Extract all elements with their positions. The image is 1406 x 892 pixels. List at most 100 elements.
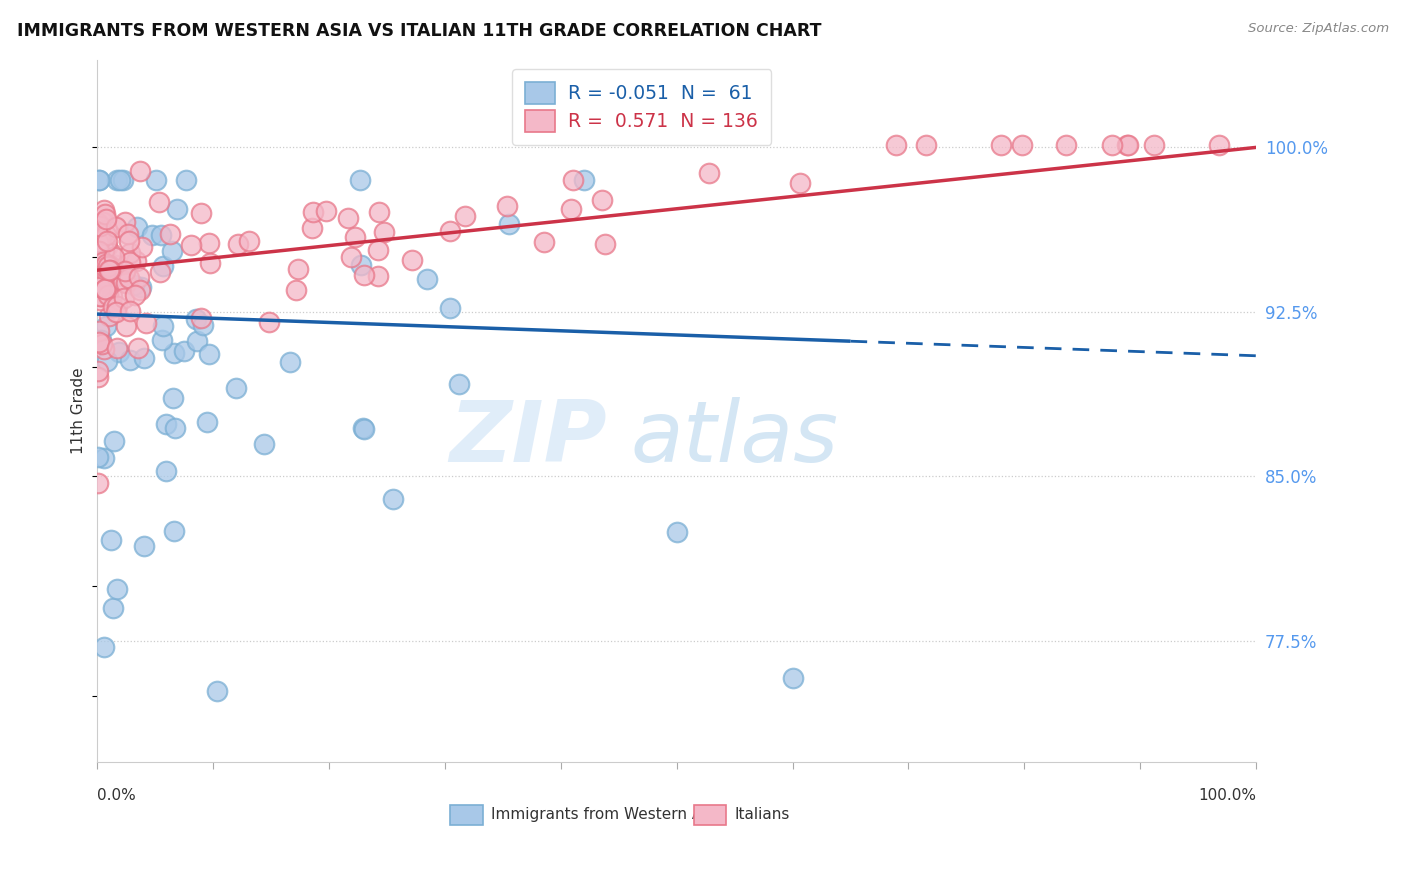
Point [90, 289, 112, 303]
Point [118, 246, 141, 260]
Point [97, 288, 120, 302]
Point [93, 282, 115, 296]
Point [94, 282, 117, 296]
Point [132, 351, 155, 366]
Point [315, 204, 337, 219]
Point [128, 269, 150, 284]
Point [135, 316, 157, 330]
Point [115, 318, 138, 333]
Point [127, 341, 149, 355]
Point [165, 421, 187, 435]
Point [145, 173, 167, 187]
Point [108, 173, 131, 187]
Point [105, 173, 128, 187]
Point [152, 318, 174, 333]
Point [162, 244, 184, 258]
Point [96, 353, 118, 368]
Point [98, 264, 121, 278]
Point [97, 259, 120, 273]
Point [93, 243, 115, 257]
Point [117, 227, 139, 241]
Point [93, 255, 115, 269]
Point [87, 450, 110, 464]
Point [253, 436, 276, 450]
Point [96, 262, 118, 277]
Point [1054, 138, 1077, 153]
Point [155, 417, 177, 431]
Point [1101, 138, 1123, 153]
Point [337, 211, 360, 226]
Point [87, 267, 110, 281]
Point [789, 176, 811, 190]
Point [498, 217, 520, 231]
Point [96, 234, 118, 248]
Point [228, 237, 250, 252]
Point [886, 138, 908, 153]
Point [122, 277, 145, 292]
Point [100, 533, 122, 547]
Point [89, 219, 111, 233]
Point [103, 601, 125, 615]
Point [454, 209, 477, 223]
Point [87, 272, 110, 286]
Point [107, 268, 129, 282]
Point [101, 300, 124, 314]
Point [373, 225, 395, 239]
Point [87, 324, 110, 338]
Point [105, 299, 128, 313]
Text: atlas: atlas [630, 397, 838, 480]
Point [173, 344, 195, 359]
Point [108, 345, 131, 359]
Point [94, 227, 117, 242]
Point [87, 370, 110, 384]
Point [595, 237, 617, 252]
FancyBboxPatch shape [450, 805, 482, 825]
Point [117, 234, 139, 248]
Point [190, 310, 212, 325]
Point [87, 244, 110, 258]
Point [257, 315, 280, 329]
Point [87, 246, 110, 260]
Point [141, 228, 163, 243]
Point [349, 173, 371, 187]
Point [150, 333, 173, 347]
Point [90, 232, 112, 246]
Point [91, 214, 114, 228]
Point [94, 207, 117, 221]
Point [401, 253, 423, 268]
Point [93, 269, 115, 284]
Point [93, 202, 115, 217]
Point [285, 283, 308, 297]
Point [97, 262, 120, 277]
Point [367, 269, 389, 284]
Point [533, 235, 555, 250]
Point [193, 318, 215, 332]
Point [1208, 138, 1230, 153]
Point [91, 269, 114, 284]
Point [98, 262, 121, 277]
Point [112, 173, 135, 187]
Point [118, 271, 141, 285]
Point [238, 234, 260, 248]
Point [89, 289, 111, 303]
Point [131, 240, 153, 254]
Point [111, 274, 134, 288]
Point [149, 227, 172, 242]
Point [128, 283, 150, 297]
Point [89, 230, 111, 244]
Point [114, 215, 136, 229]
Point [105, 220, 128, 235]
Point [561, 173, 583, 187]
Point [87, 363, 110, 377]
Point [162, 391, 184, 405]
Point [91, 336, 114, 351]
Point [90, 333, 112, 347]
Point [198, 235, 221, 250]
Point [149, 265, 172, 279]
Point [368, 204, 391, 219]
Text: Italians: Italians [734, 807, 790, 822]
Point [186, 334, 208, 348]
Point [89, 236, 111, 251]
Point [990, 138, 1012, 153]
Point [89, 237, 111, 252]
